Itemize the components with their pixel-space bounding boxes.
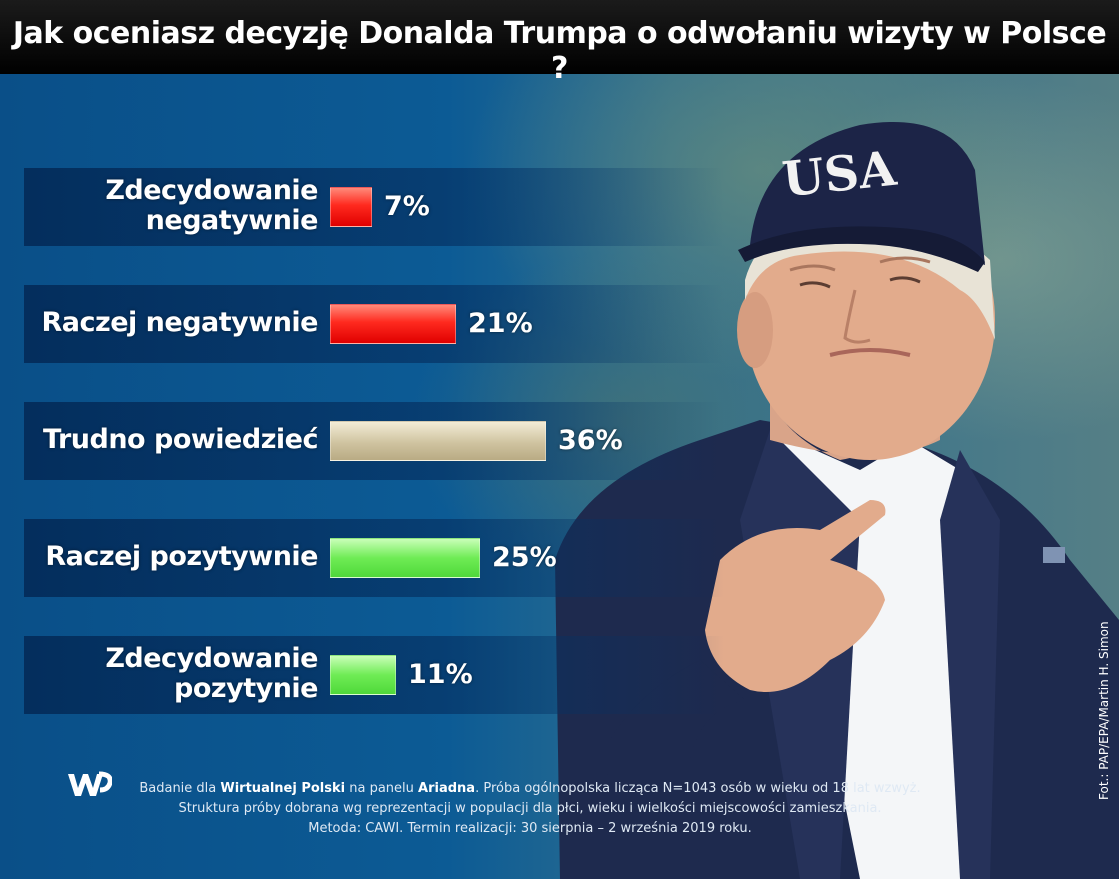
- bar: [330, 187, 372, 227]
- lapel-pin-icon: [1043, 547, 1065, 563]
- cap-text: USA: [780, 141, 900, 209]
- category-label: Trudno powiedzieć: [0, 424, 319, 455]
- photo-credit: Fot.: PAP/EPA/Martin H. Simon: [1097, 621, 1111, 800]
- footer-note: Badanie dla Wirtualnej Polski na panelu …: [100, 779, 960, 839]
- bar: [330, 421, 546, 461]
- row-band: [24, 168, 724, 246]
- category-label: Zdecydowanie negatywnie: [0, 176, 318, 236]
- value-label: 21%: [468, 308, 533, 339]
- value-label: 36%: [558, 425, 623, 456]
- category-label-line: Zdecydowanie: [105, 643, 318, 674]
- category-label-line: Trudno powiedzieć: [43, 424, 319, 455]
- footer-line-1: Badanie dla Wirtualnej Polski na panelu …: [139, 781, 921, 796]
- footer-line-2: Struktura próby dobrana wg reprezentacji…: [178, 801, 882, 816]
- bar: [330, 655, 396, 695]
- category-label-line: Zdecydowanie: [105, 175, 318, 206]
- title-bar: [0, 0, 1119, 74]
- value-label: 25%: [492, 542, 557, 573]
- category-label-line: Raczej pozytywnie: [45, 541, 318, 572]
- category-label: Raczej negatywnie: [0, 308, 318, 338]
- value-label: 11%: [408, 659, 473, 690]
- category-label: Raczej pozytywnie: [0, 542, 318, 572]
- category-label-line: negatywnie: [145, 205, 319, 236]
- category-label-line: Raczej negatywnie: [41, 307, 318, 338]
- bar: [330, 304, 456, 344]
- wp-logo-icon: [68, 771, 112, 796]
- bar: [330, 538, 480, 578]
- value-label: 7%: [384, 191, 430, 222]
- category-label-line: pozytynie: [174, 673, 319, 704]
- footer-line-3: Metoda: CAWI. Termin realizacji: 30 sier…: [308, 821, 752, 836]
- chart-title: Jak oceniasz decyzję Donalda Trumpa o od…: [12, 16, 1107, 86]
- category-label: Zdecydowanie pozytynie: [0, 644, 318, 704]
